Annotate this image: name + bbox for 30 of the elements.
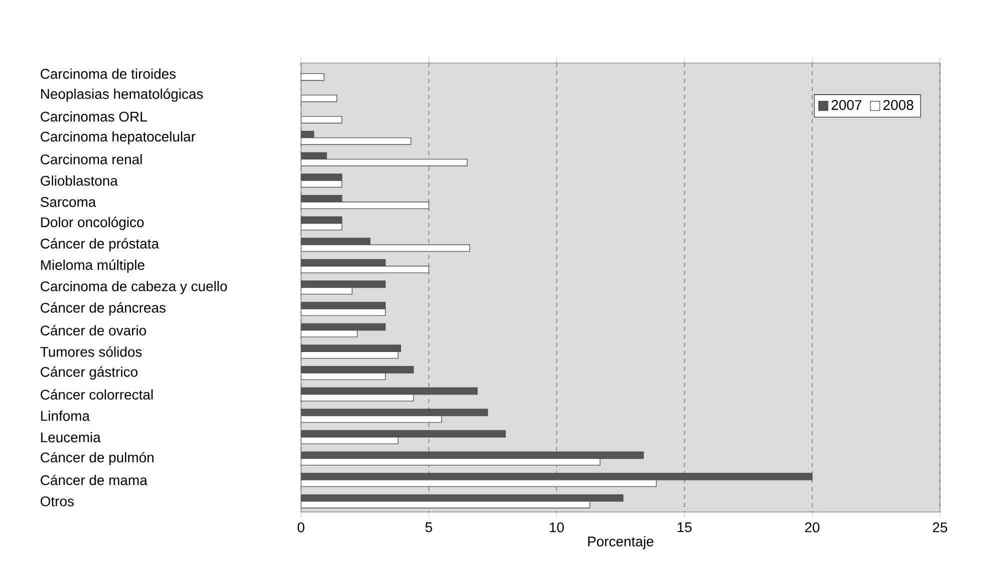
- y-tick-label: Cáncer de páncreas: [40, 302, 166, 316]
- x-tick-label: 5: [425, 522, 432, 532]
- y-tick-label: Carcinoma hepatocelular: [40, 131, 196, 144]
- x-tick-label: 10: [550, 522, 564, 532]
- y-tick-label: Otros: [40, 496, 74, 506]
- y-tick-label: Neoplasias hematológicas: [41, 88, 203, 102]
- y-tick-label: Linfoma: [41, 410, 90, 421]
- y-tick-label: Cáncer de ovario: [40, 325, 146, 336]
- y-tick-label: Dolor oncológico: [41, 216, 144, 230]
- y-tick-label: Carcinomas ORL: [40, 111, 147, 122]
- x-tick-label: 0: [298, 522, 304, 532]
- y-tick-label: Carcinoma de cabeza y cuello: [40, 280, 227, 294]
- legend-label: 2007: [832, 100, 862, 110]
- y-tick-label: Carcinoma renal: [40, 154, 142, 164]
- y-tick-label: Cáncer de mama: [40, 474, 148, 486]
- y-tick-label: Carcinoma de tiroides: [40, 68, 176, 79]
- x-tick-label: 20: [805, 522, 820, 532]
- y-tick-label: Cáncer colorrectal: [40, 389, 153, 400]
- y-tick-label: Mieloma múltiple: [41, 260, 144, 273]
- y-tick-label: Leucemia: [41, 432, 101, 442]
- x-axis-title: Porcentaje: [588, 536, 654, 550]
- y-tick-label: Tumores sólidos: [40, 346, 142, 357]
- x-tick-label: 25: [932, 522, 948, 532]
- legend-label: 2008: [883, 100, 914, 110]
- y-tick-label: Glioblastona: [40, 175, 118, 186]
- y-tick-label: Cáncer de próstata: [40, 238, 160, 252]
- y-tick-label: Sarcoma: [40, 197, 96, 207]
- y-tick-label: Cáncer de pulmón: [40, 452, 154, 466]
- x-tick-label: 15: [678, 522, 692, 532]
- y-tick-label: Cáncer gástrico: [40, 366, 138, 380]
